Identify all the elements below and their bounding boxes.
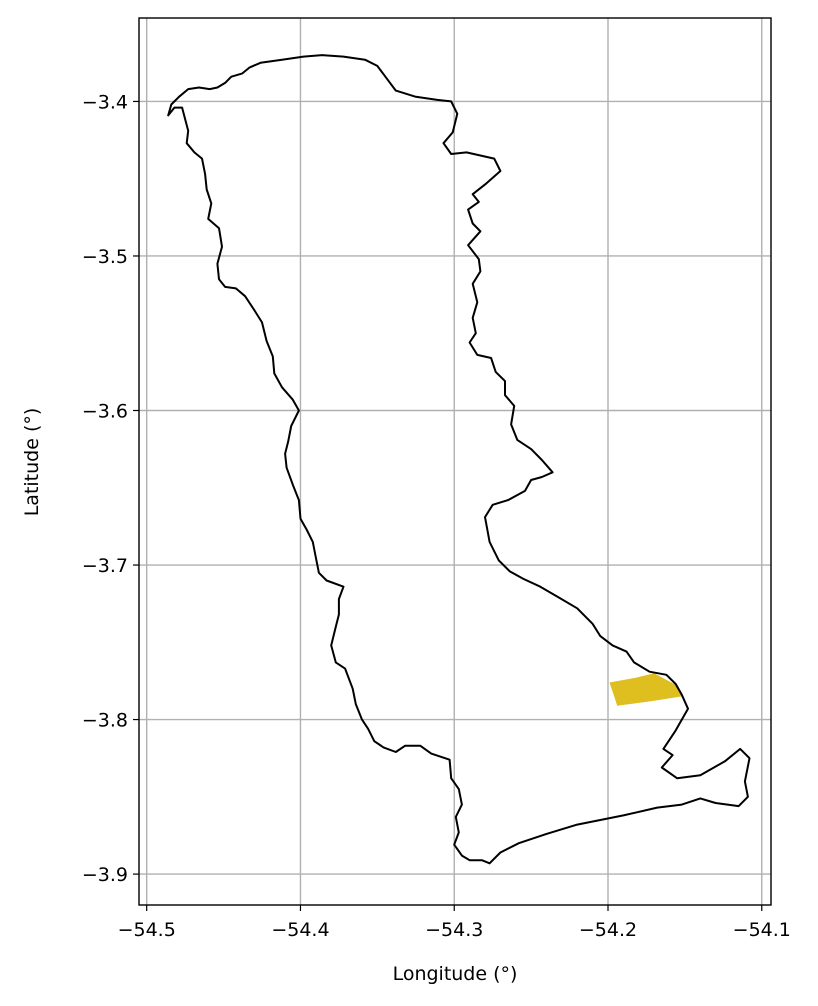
plot-frame	[138, 17, 772, 906]
x-axis-label: Longitude (°)	[393, 963, 518, 985]
tick-layer: −54.5 −54.4 −54.3 −54.2 −54.1 −3.4 −3.5 −3.6 −3.…	[82, 91, 791, 941]
highlight-area-polygon	[609, 673, 682, 706]
x-tick-label: −54.3	[425, 919, 483, 941]
y-tick-label: −3.9	[82, 864, 128, 886]
x-tick-label: −54.2	[579, 919, 637, 941]
y-axis-label: Latitude (°)	[21, 408, 43, 517]
x-tick-label: −54.1	[733, 919, 791, 941]
data-layer	[167, 54, 751, 865]
y-tick-label: −3.6	[82, 401, 128, 423]
y-tick-label: −3.4	[82, 91, 128, 113]
boundary-outline	[167, 54, 751, 865]
y-tick-label: −3.8	[82, 710, 128, 732]
grid-layer	[139, 18, 771, 905]
x-tick-label: −54.4	[271, 919, 329, 941]
y-tick-label: −3.5	[82, 246, 128, 268]
x-tick-label: −54.5	[118, 919, 176, 941]
y-tick-label: −3.7	[82, 555, 128, 577]
